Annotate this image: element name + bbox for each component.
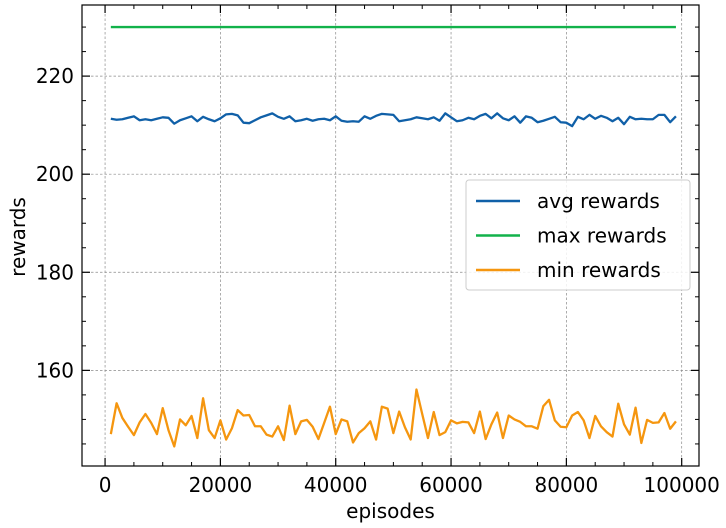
x-tick-label: 100000 [644, 473, 720, 497]
legend: avg rewards max rewards min rewards [465, 179, 691, 291]
plot-frame [81, 4, 700, 467]
series-line-min-rewards [109, 388, 677, 448]
y-tick-label: 220 [36, 64, 74, 88]
x-axis-label: episodes [346, 499, 435, 523]
tick-labels: 0 20000 40000 60000 80000 100000 160 180 200 220 [36, 64, 720, 497]
series-line-avg-rewards [110, 112, 677, 128]
legend-label-avg-rewards: avg rewards [537, 189, 660, 213]
legend-label-max-rewards: max rewards [537, 224, 667, 248]
y-axis-label: rewards [6, 197, 30, 277]
series-group [109, 25, 677, 448]
y-tick-label: 160 [36, 358, 74, 382]
x-tick-label: 40000 [304, 473, 368, 497]
x-tick-label: 0 [99, 473, 112, 497]
ticks [82, 5, 699, 466]
x-tick-label: 60000 [419, 473, 483, 497]
x-tick-label: 20000 [189, 473, 253, 497]
y-tick-label: 180 [36, 260, 74, 284]
x-tick-label: 80000 [535, 473, 599, 497]
y-tick-label: 200 [36, 162, 74, 186]
legend-label-min-rewards: min rewards [537, 258, 661, 282]
legend-box [465, 179, 691, 291]
